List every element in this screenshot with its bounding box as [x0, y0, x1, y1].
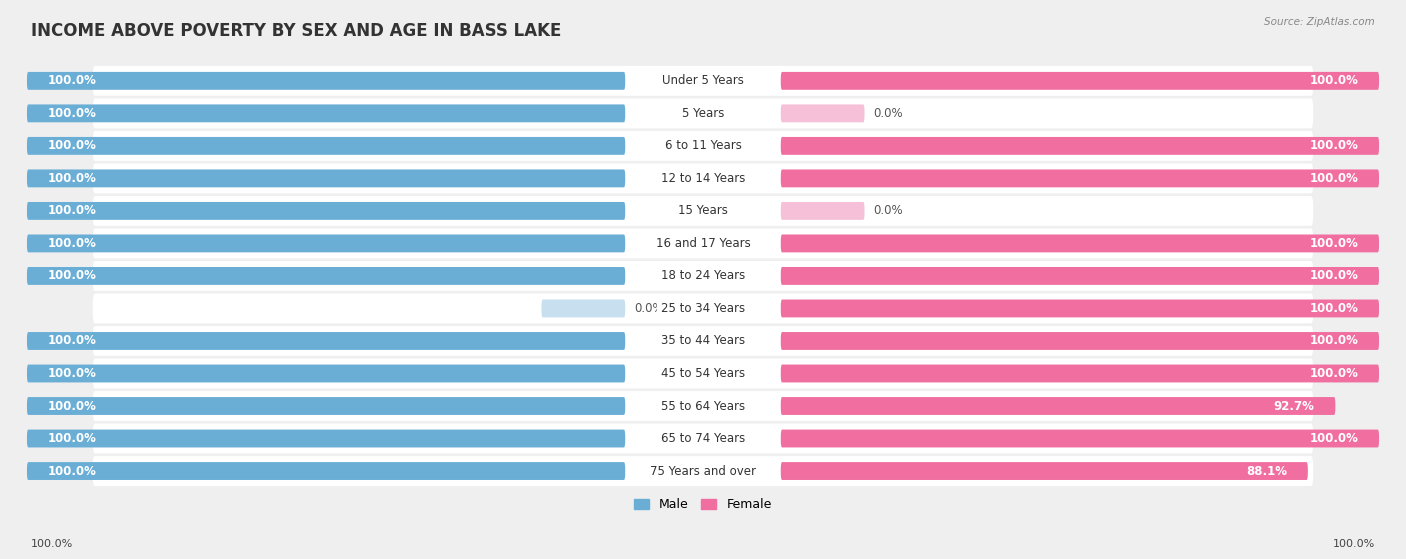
Text: Source: ZipAtlas.com: Source: ZipAtlas.com: [1264, 17, 1375, 27]
Text: 100.0%: 100.0%: [48, 432, 97, 445]
Text: 55 to 64 Years: 55 to 64 Years: [661, 400, 745, 413]
FancyBboxPatch shape: [780, 332, 1379, 350]
FancyBboxPatch shape: [780, 397, 1336, 415]
Text: 15 Years: 15 Years: [678, 205, 728, 217]
Text: 18 to 24 Years: 18 to 24 Years: [661, 269, 745, 282]
Text: 100.0%: 100.0%: [1309, 367, 1358, 380]
Text: 0.0%: 0.0%: [873, 205, 903, 217]
Text: 16 and 17 Years: 16 and 17 Years: [655, 237, 751, 250]
Text: 5 Years: 5 Years: [682, 107, 724, 120]
Text: INCOME ABOVE POVERTY BY SEX AND AGE IN BASS LAKE: INCOME ABOVE POVERTY BY SEX AND AGE IN B…: [31, 22, 561, 40]
FancyBboxPatch shape: [27, 169, 626, 187]
FancyBboxPatch shape: [780, 105, 865, 122]
Text: 100.0%: 100.0%: [1309, 74, 1358, 87]
FancyBboxPatch shape: [27, 105, 626, 122]
FancyBboxPatch shape: [93, 261, 1313, 291]
FancyBboxPatch shape: [780, 234, 1379, 252]
FancyBboxPatch shape: [27, 462, 626, 480]
FancyBboxPatch shape: [93, 424, 1313, 453]
FancyBboxPatch shape: [780, 137, 1379, 155]
FancyBboxPatch shape: [27, 364, 626, 382]
Text: 92.7%: 92.7%: [1274, 400, 1315, 413]
FancyBboxPatch shape: [93, 131, 1313, 161]
FancyBboxPatch shape: [93, 98, 1313, 129]
Text: 6 to 11 Years: 6 to 11 Years: [665, 139, 741, 153]
Text: 100.0%: 100.0%: [48, 139, 97, 153]
Text: 100.0%: 100.0%: [48, 205, 97, 217]
Text: 100.0%: 100.0%: [1309, 432, 1358, 445]
FancyBboxPatch shape: [780, 267, 1379, 285]
FancyBboxPatch shape: [27, 267, 626, 285]
FancyBboxPatch shape: [780, 462, 1308, 480]
Text: 12 to 14 Years: 12 to 14 Years: [661, 172, 745, 185]
Text: 0.0%: 0.0%: [873, 107, 903, 120]
Text: 100.0%: 100.0%: [1309, 302, 1358, 315]
Text: 100.0%: 100.0%: [1309, 172, 1358, 185]
Legend: Male, Female: Male, Female: [630, 493, 776, 516]
FancyBboxPatch shape: [780, 364, 1379, 382]
Text: 100.0%: 100.0%: [31, 539, 73, 549]
FancyBboxPatch shape: [93, 456, 1313, 486]
FancyBboxPatch shape: [780, 72, 1379, 90]
FancyBboxPatch shape: [93, 163, 1313, 193]
FancyBboxPatch shape: [541, 300, 626, 318]
FancyBboxPatch shape: [780, 202, 865, 220]
Text: 100.0%: 100.0%: [1309, 139, 1358, 153]
FancyBboxPatch shape: [93, 391, 1313, 421]
FancyBboxPatch shape: [27, 234, 626, 252]
FancyBboxPatch shape: [780, 300, 1379, 318]
FancyBboxPatch shape: [27, 332, 626, 350]
FancyBboxPatch shape: [27, 137, 626, 155]
Text: 75 Years and over: 75 Years and over: [650, 465, 756, 477]
FancyBboxPatch shape: [93, 326, 1313, 356]
FancyBboxPatch shape: [93, 229, 1313, 258]
Text: 100.0%: 100.0%: [1309, 334, 1358, 348]
FancyBboxPatch shape: [93, 196, 1313, 226]
Text: 0.0%: 0.0%: [634, 302, 664, 315]
FancyBboxPatch shape: [780, 169, 1379, 187]
Text: 35 to 44 Years: 35 to 44 Years: [661, 334, 745, 348]
Text: 100.0%: 100.0%: [48, 367, 97, 380]
Text: 45 to 54 Years: 45 to 54 Years: [661, 367, 745, 380]
Text: 100.0%: 100.0%: [1333, 539, 1375, 549]
FancyBboxPatch shape: [27, 72, 626, 90]
FancyBboxPatch shape: [27, 397, 626, 415]
FancyBboxPatch shape: [93, 66, 1313, 96]
Text: 100.0%: 100.0%: [48, 74, 97, 87]
Text: 100.0%: 100.0%: [48, 400, 97, 413]
Text: 100.0%: 100.0%: [48, 237, 97, 250]
FancyBboxPatch shape: [27, 202, 626, 220]
Text: 88.1%: 88.1%: [1246, 465, 1286, 477]
Text: 65 to 74 Years: 65 to 74 Years: [661, 432, 745, 445]
Text: 100.0%: 100.0%: [48, 107, 97, 120]
FancyBboxPatch shape: [93, 293, 1313, 324]
Text: Under 5 Years: Under 5 Years: [662, 74, 744, 87]
Text: 25 to 34 Years: 25 to 34 Years: [661, 302, 745, 315]
Text: 100.0%: 100.0%: [48, 465, 97, 477]
Text: 100.0%: 100.0%: [48, 269, 97, 282]
Text: 100.0%: 100.0%: [1309, 237, 1358, 250]
FancyBboxPatch shape: [27, 429, 626, 447]
Text: 100.0%: 100.0%: [48, 334, 97, 348]
Text: 100.0%: 100.0%: [1309, 269, 1358, 282]
FancyBboxPatch shape: [93, 358, 1313, 389]
FancyBboxPatch shape: [780, 429, 1379, 447]
Text: 100.0%: 100.0%: [48, 172, 97, 185]
